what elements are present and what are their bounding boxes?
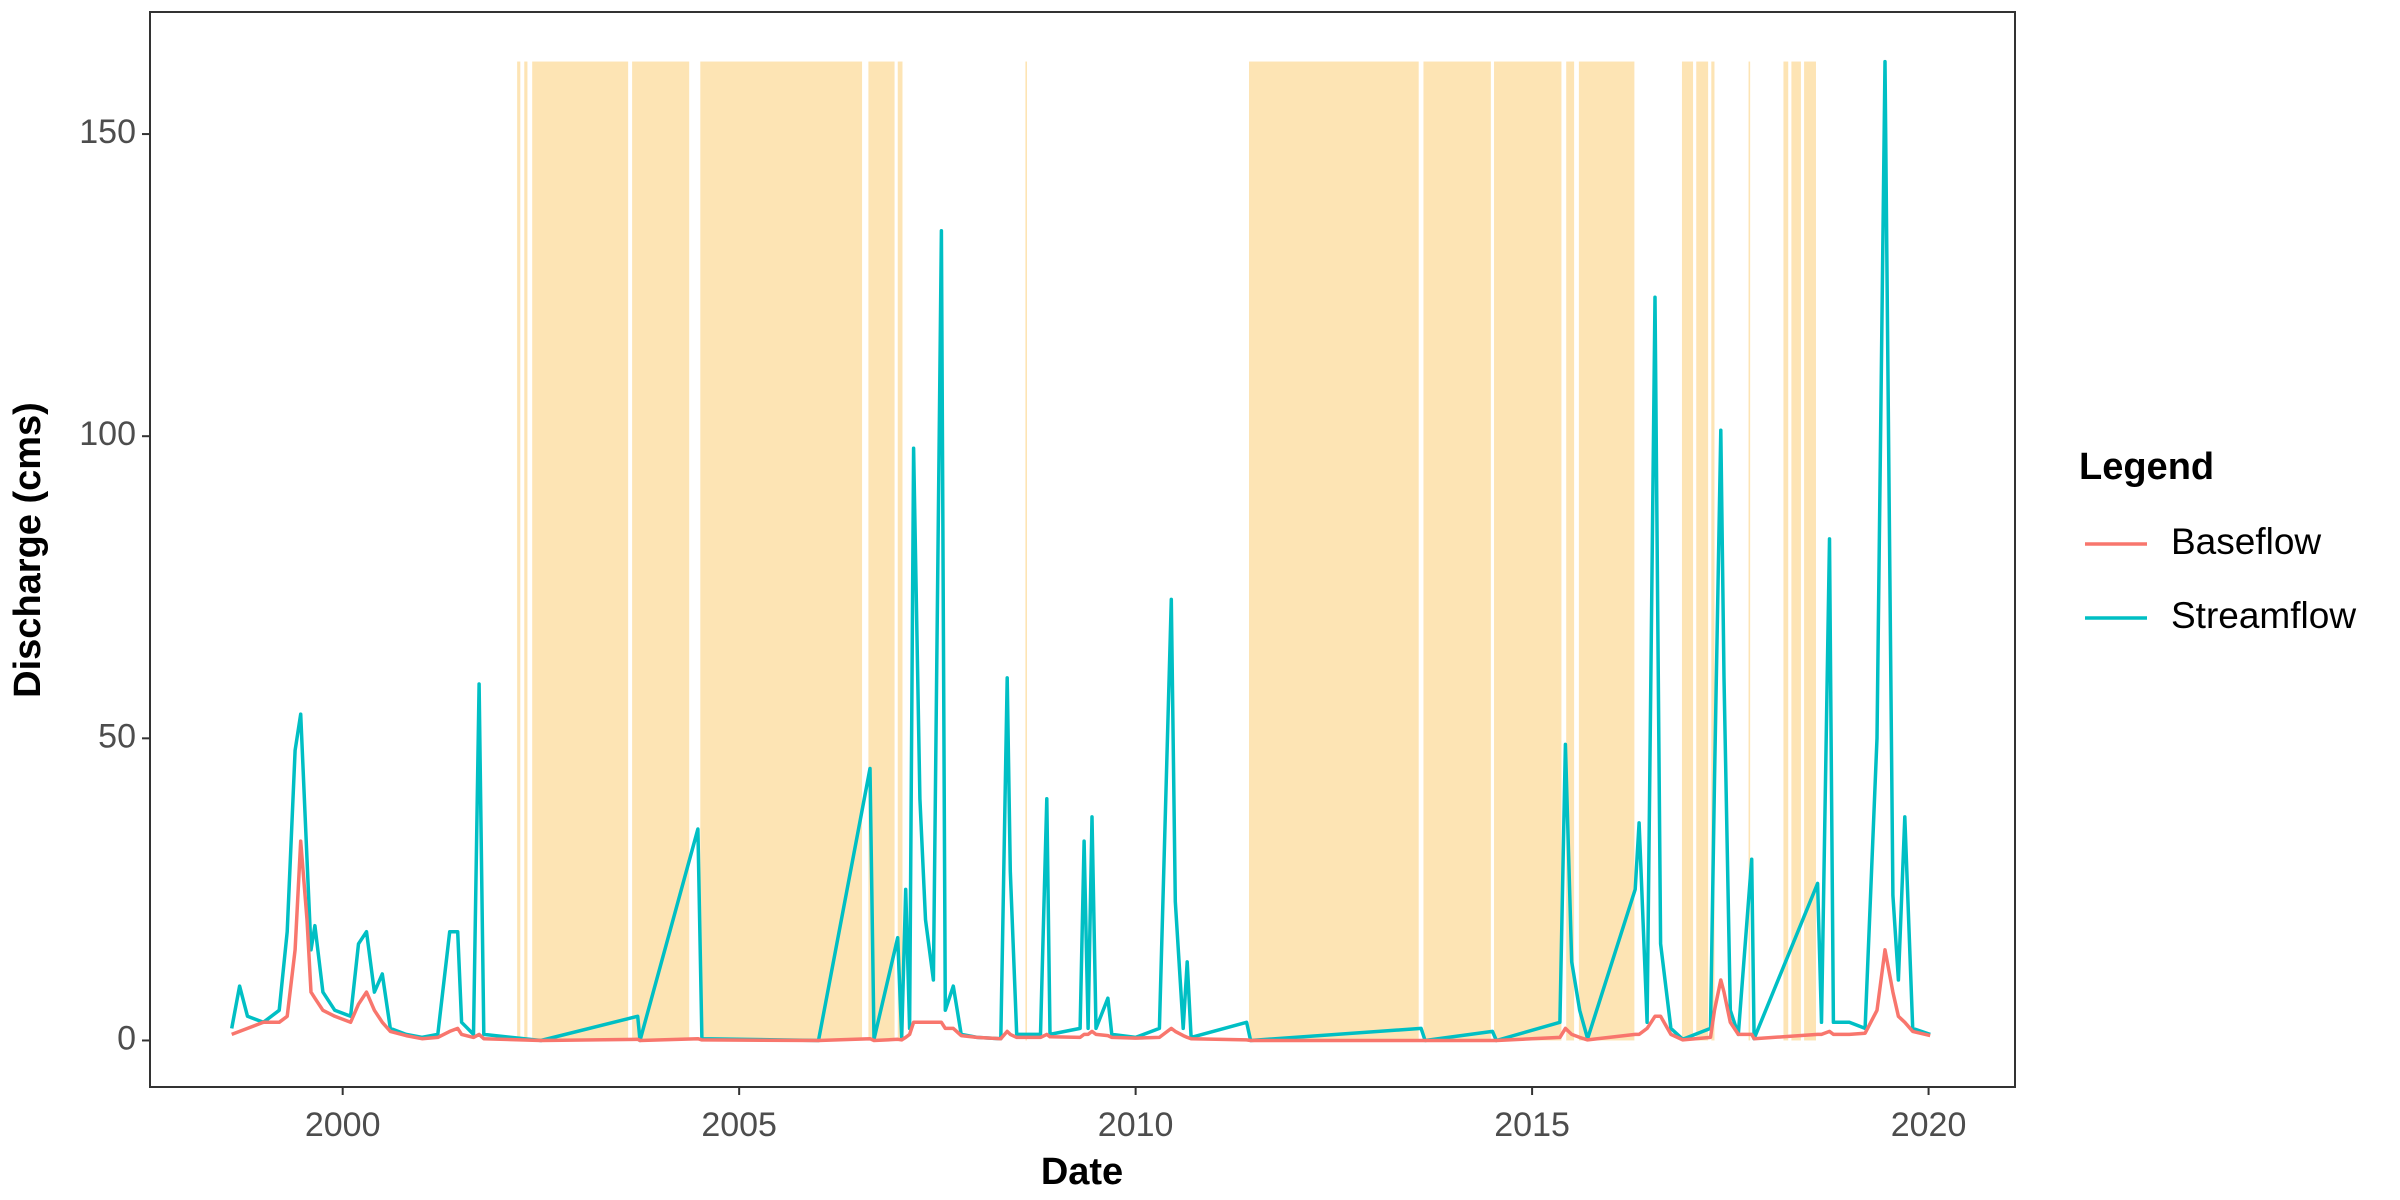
series-line — [231, 839, 1931, 1043]
x-tick-label: 2010 — [1098, 1106, 1174, 1144]
shaded-span — [700, 61, 863, 1041]
shaded-span — [532, 61, 629, 1041]
shaded-span — [1748, 61, 1751, 1041]
x-axis-title: Date — [1041, 1151, 1123, 1193]
y-tick-label: 50 — [98, 717, 136, 755]
shaded-span — [1681, 61, 1694, 1041]
y-tick-label: 0 — [117, 1019, 136, 1057]
y-tick-label: 100 — [79, 415, 136, 453]
shaded-span — [632, 61, 690, 1041]
x-tick-label: 2020 — [1891, 1106, 1967, 1144]
shaded-span — [524, 61, 528, 1041]
shaded-span — [1578, 61, 1635, 1041]
x-tick-label: 2005 — [701, 1106, 777, 1144]
y-axis-title: Discharge (cms) — [7, 402, 49, 698]
x-tick-label: 2000 — [305, 1106, 381, 1144]
shaded-span — [1783, 61, 1789, 1041]
y-tick-label: 150 — [79, 113, 136, 151]
legend-label: Baseflow — [2171, 521, 2321, 562]
shaded-span — [1423, 61, 1491, 1041]
x-tick-label: 2015 — [1494, 1106, 1570, 1144]
shaded-span — [1804, 61, 1816, 1041]
shaded-span — [517, 61, 521, 1041]
series-line — [229, 59, 1931, 1043]
shaded-span — [1566, 61, 1575, 1041]
shaded-span — [1696, 61, 1709, 1041]
shaded-span — [1791, 61, 1801, 1041]
shaded-span — [897, 61, 903, 1041]
shaded-span — [1711, 61, 1715, 1041]
shaded-span — [1249, 61, 1419, 1041]
panel-border — [149, 11, 2016, 1088]
shaded-span — [1494, 61, 1562, 1041]
legend-label: Streamflow — [2171, 595, 2356, 636]
shaded-span — [1025, 61, 1027, 1041]
legend-title: Legend — [2079, 446, 2214, 488]
